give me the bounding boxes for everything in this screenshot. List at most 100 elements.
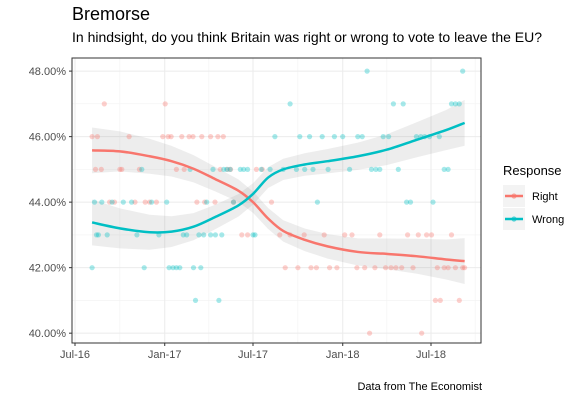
- data-point-wrong: [237, 166, 243, 172]
- data-point-wrong: [89, 265, 95, 271]
- data-point-wrong: [129, 199, 135, 205]
- data-point-wrong: [210, 166, 216, 172]
- data-point-wrong: [314, 199, 320, 205]
- data-point-right: [295, 265, 301, 271]
- data-point-wrong: [245, 166, 251, 172]
- data-point-right: [456, 297, 462, 303]
- data-point-right: [228, 166, 234, 172]
- chart-title: Bremorse: [72, 4, 151, 24]
- data-point-right: [405, 232, 411, 238]
- data-point-right: [162, 101, 168, 107]
- legend-key-point: [511, 216, 517, 222]
- legend-key-right: [503, 185, 525, 207]
- data-point-right: [186, 134, 192, 140]
- data-point-wrong: [201, 232, 207, 238]
- data-point-wrong: [364, 68, 370, 74]
- data-point-right: [428, 232, 435, 238]
- data-point-right: [208, 134, 214, 140]
- data-point-wrong: [149, 199, 155, 205]
- data-point-wrong: [460, 68, 466, 74]
- data-point-right: [434, 265, 440, 271]
- data-point-right: [165, 134, 171, 140]
- data-point-right: [367, 330, 373, 336]
- data-point-right: [215, 134, 221, 140]
- data-point-wrong: [436, 134, 442, 140]
- major-gridlines: [72, 58, 481, 343]
- data-point-right: [452, 265, 458, 271]
- data-point-wrong: [267, 166, 273, 172]
- y-tick-label: 48.00%: [29, 66, 67, 78]
- data-point-right: [220, 134, 226, 140]
- x-axis: Jul-16 Jan-17 Jul-17 Jan-18 Jul-18: [60, 343, 446, 361]
- data-point-wrong: [177, 265, 183, 271]
- data-point-wrong: [373, 166, 379, 172]
- data-point-right: [168, 134, 174, 140]
- data-point-right: [342, 232, 348, 238]
- y-tick-label: 44.00%: [29, 197, 67, 209]
- data-point-wrong: [173, 265, 179, 271]
- data-point-right: [301, 232, 307, 238]
- data-point-right: [277, 232, 283, 238]
- legend-key-wrong: [503, 208, 525, 230]
- data-point-wrong: [297, 134, 303, 140]
- data-point-right: [349, 232, 355, 238]
- data-point-right: [94, 134, 100, 140]
- data-point-wrong: [448, 101, 455, 107]
- data-point-right: [230, 199, 237, 205]
- data-point-right: [239, 232, 245, 238]
- legend-key-point: [511, 193, 517, 199]
- data-point-right: [142, 199, 148, 205]
- data-point-wrong: [359, 134, 365, 140]
- data-point-wrong: [212, 232, 218, 238]
- data-point-right: [136, 166, 142, 172]
- data-point-right: [399, 265, 405, 271]
- trend-lines: [91, 121, 466, 263]
- data-point-right: [101, 101, 107, 107]
- data-point-wrong: [355, 134, 361, 140]
- data-point-right: [217, 166, 223, 172]
- data-point-wrong: [164, 199, 170, 205]
- data-point-right: [199, 134, 205, 140]
- data-point-right: [282, 265, 288, 271]
- data-point-wrong: [252, 232, 258, 238]
- data-point-wrong: [109, 199, 115, 205]
- data-point-right: [202, 199, 208, 205]
- data-point-right: [160, 134, 166, 140]
- legend-label-right: Right: [532, 191, 558, 203]
- data-point-right: [132, 199, 138, 205]
- data-point-wrong: [413, 134, 419, 140]
- data-point-wrong: [302, 166, 308, 172]
- data-point-wrong: [407, 199, 414, 205]
- data-point-wrong: [395, 166, 401, 172]
- y-tick-label: 42.00%: [29, 263, 67, 275]
- x-tick-label: Jul-18: [416, 349, 446, 361]
- data-point-wrong: [120, 199, 126, 205]
- trend-line-wrong: [91, 121, 466, 234]
- x-tick-label: Jul-17: [238, 349, 268, 361]
- data-point-wrong: [198, 265, 204, 271]
- data-point-wrong: [404, 199, 410, 205]
- data-points: [89, 68, 468, 336]
- data-point-right: [313, 265, 319, 271]
- data-point-right: [147, 199, 153, 205]
- data-point-right: [173, 166, 179, 172]
- data-point-wrong: [208, 232, 214, 238]
- data-point-right: [334, 265, 340, 271]
- data-point-wrong: [310, 166, 316, 172]
- data-point-right: [245, 232, 251, 238]
- data-point-right: [327, 265, 333, 271]
- data-point-wrong: [216, 297, 222, 303]
- data-point-wrong: [95, 232, 101, 238]
- plot-panel-border: [71, 57, 482, 344]
- data-point-wrong: [319, 134, 325, 140]
- data-point-wrong: [445, 166, 451, 172]
- data-point-right: [190, 134, 196, 140]
- data-point-wrong: [170, 265, 176, 271]
- data-point-right: [126, 134, 132, 140]
- data-point-wrong: [400, 101, 406, 107]
- data-point-wrong: [230, 199, 237, 205]
- chart-subtitle: In hindsight, do you think Britain was r…: [72, 29, 543, 45]
- data-point-right: [432, 297, 438, 303]
- y-axis: 40.00% 42.00% 44.00% 46.00% 48.00%: [29, 66, 72, 340]
- legend: Response Right Wrong: [503, 163, 564, 230]
